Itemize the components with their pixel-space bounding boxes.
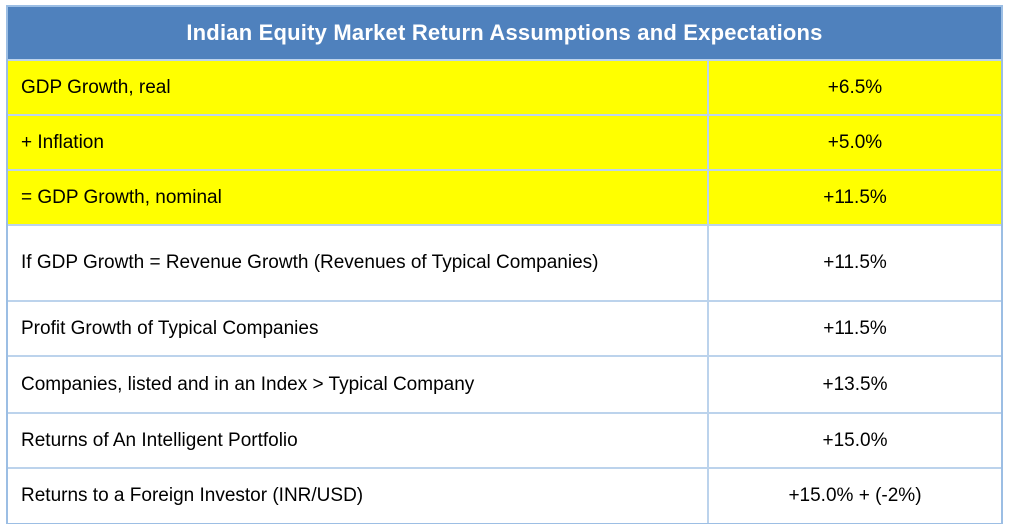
row-label-cell: GDP Growth, real — [8, 61, 709, 114]
table-row: = GDP Growth, nominal +11.5% — [8, 171, 1001, 226]
row-label-cell: + Inflation — [8, 116, 709, 169]
row-label-cell: = GDP Growth, nominal — [8, 171, 709, 224]
table-row: If GDP Growth = Revenue Growth (Revenues… — [8, 226, 1001, 302]
table-row: GDP Growth, real +6.5% — [8, 61, 1001, 116]
row-label: Companies, listed and in an Index > Typi… — [21, 373, 475, 395]
row-value-cell: +11.5% — [709, 226, 1001, 300]
row-value-cell: +15.0% — [709, 414, 1001, 467]
row-label: If GDP Growth = Revenue Growth (Revenues… — [21, 252, 599, 273]
row-value: +11.5% — [823, 186, 887, 208]
row-value-cell: +6.5% — [709, 61, 1001, 114]
row-label: GDP Growth, real — [21, 76, 171, 98]
row-label: Profit Growth of Typical Companies — [21, 317, 319, 339]
table-rows: GDP Growth, real +6.5% + Inflation +5.0% = G… — [8, 61, 1001, 523]
row-value-cell: +11.5% — [709, 171, 1001, 224]
row-label: = GDP Growth, nominal — [21, 186, 222, 208]
row-value: +11.5% — [823, 317, 887, 339]
row-label-cell: Returns to a Foreign Investor (INR/USD) — [8, 469, 709, 523]
row-value: +6.5% — [827, 76, 883, 98]
table-header: Indian Equity Market Return Assumptions … — [8, 7, 1001, 61]
row-label: Returns to a Foreign Investor (INR/USD) — [21, 485, 364, 506]
table-row: Companies, listed and in an Index > Typi… — [8, 357, 1001, 414]
row-value-cell: +13.5% — [709, 357, 1001, 412]
row-value: +15.0% — [822, 429, 888, 451]
row-value-cell: +15.0% + (-2%) — [709, 469, 1001, 523]
table-row: Returns of An Intelligent Portfolio +15.0… — [8, 414, 1001, 469]
row-label: + Inflation — [21, 131, 104, 153]
row-value: +5.0% — [827, 131, 883, 153]
row-label-cell: If GDP Growth = Revenue Growth (Revenues… — [8, 226, 709, 300]
row-label-cell: Returns of An Intelligent Portfolio — [8, 414, 709, 467]
table-row: Profit Growth of Typical Companies +11.5% — [8, 302, 1001, 357]
table-row: Returns to a Foreign Investor (INR/USD) +… — [8, 469, 1001, 523]
row-label-cell: Companies, listed and in an Index > Typi… — [8, 357, 709, 412]
assumptions-table: Indian Equity Market Return Assumptions … — [6, 5, 1003, 524]
row-label-cell: Profit Growth of Typical Companies — [8, 302, 709, 355]
table-row: + Inflation +5.0% — [8, 116, 1001, 171]
row-value: +15.0% + (-2%) — [788, 485, 922, 506]
row-value-cell: +5.0% — [709, 116, 1001, 169]
row-value: +11.5% — [823, 252, 887, 273]
table-title: Indian Equity Market Return Assumptions … — [186, 20, 823, 45]
row-value-cell: +11.5% — [709, 302, 1001, 355]
row-label: Returns of An Intelligent Portfolio — [21, 429, 298, 451]
row-value: +13.5% — [822, 373, 888, 395]
